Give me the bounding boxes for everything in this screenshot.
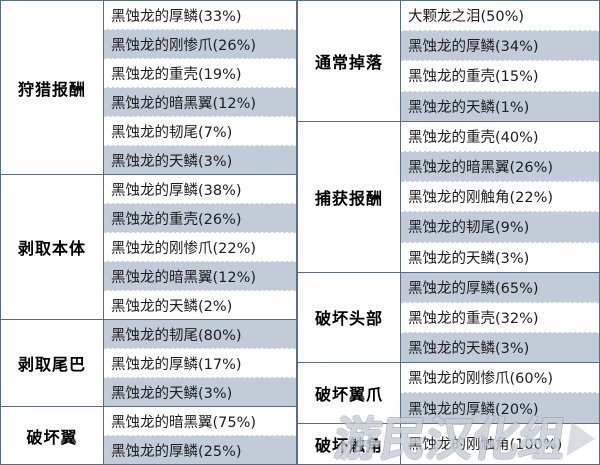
item-row: 黑蚀龙的刚惨爪(22%) bbox=[104, 232, 296, 261]
item-row: 黑蚀龙的重壳(19%) bbox=[104, 58, 296, 87]
item-row: 黑蚀龙的韧尾(9%) bbox=[401, 211, 599, 242]
category-cell: 剥取尾巴 bbox=[1, 320, 104, 406]
item-row: 黑蚀龙的天鳞(3%) bbox=[401, 241, 599, 272]
item-row: 黑蚀龙的重壳(26%) bbox=[104, 203, 296, 232]
items-column: 黑蚀龙的厚鳞(33%) 黑蚀龙的刚惨爪(26%) 黑蚀龙的重壳(19%) 黑蚀龙的暗黑… bbox=[104, 1, 296, 174]
items-column: 黑蚀龙的刚惨爪(60%) 黑蚀龙的厚鳞(20%) bbox=[401, 363, 599, 423]
reward-block: 破坏触角 黑蚀龙的刚触角(100%) bbox=[298, 422, 599, 464]
item-row: 黑蚀龙的重壳(15%) bbox=[401, 60, 599, 91]
item-row: 黑蚀龙的厚鳞(25%) bbox=[104, 435, 296, 464]
drops-table-left: 狩猎报酬 黑蚀龙的厚鳞(33%) 黑蚀龙的刚惨爪(26%) 黑蚀龙的重壳(19%) 黑蚀… bbox=[1, 1, 298, 464]
item-row: 黑蚀龙的刚惨爪(26%) bbox=[104, 29, 296, 58]
category-cell: 通常掉落 bbox=[298, 1, 401, 121]
item-row: 黑蚀龙的厚鳞(20%) bbox=[401, 392, 599, 423]
reward-block: 通常掉落 大颗龙之泪(50%) 黑蚀龙的厚鳞(34%) 黑蚀龙的重壳(15%) 黑蚀龙的… bbox=[298, 1, 599, 121]
item-row: 黑蚀龙的刚惨爪(60%) bbox=[401, 363, 599, 393]
reward-block: 破坏翼 黑蚀龙的暗黑翼(75%) 黑蚀龙的厚鳞(25%) bbox=[1, 406, 296, 464]
items-column: 黑蚀龙的厚鳞(38%) 黑蚀龙的重壳(26%) 黑蚀龙的刚惨爪(22%) 黑蚀龙的暗黑… bbox=[104, 175, 296, 319]
item-row: 黑蚀龙的暗黑翼(12%) bbox=[104, 261, 296, 290]
item-row: 黑蚀龙的重壳(32%) bbox=[401, 301, 599, 333]
item-row: 黑蚀龙的刚触角(100%) bbox=[401, 423, 599, 464]
reward-block: 破坏头部 黑蚀龙的厚鳞(65%) 黑蚀龙的重壳(32%) 黑蚀龙的天鳞(3%) bbox=[298, 271, 599, 363]
drops-table-right: 通常掉落 大颗龙之泪(50%) 黑蚀龙的厚鳞(34%) 黑蚀龙的重壳(15%) 黑蚀龙的… bbox=[298, 1, 599, 464]
item-row: 黑蚀龙的厚鳞(33%) bbox=[104, 1, 296, 29]
category-cell: 破坏头部 bbox=[298, 272, 401, 363]
items-column: 大颗龙之泪(50%) 黑蚀龙的厚鳞(34%) 黑蚀龙的重壳(15%) 黑蚀龙的天鳞(1… bbox=[401, 1, 599, 121]
item-row: 黑蚀龙的厚鳞(38%) bbox=[104, 175, 296, 203]
category-cell: 破坏触角 bbox=[298, 423, 401, 464]
category-cell: 破坏翼 bbox=[1, 407, 104, 464]
item-row: 黑蚀龙的天鳞(2%) bbox=[104, 290, 296, 319]
item-row: 黑蚀龙的重壳(40%) bbox=[401, 121, 599, 151]
items-column: 黑蚀龙的暗黑翼(75%) 黑蚀龙的厚鳞(25%) bbox=[104, 407, 296, 464]
reward-block: 剥取本体 黑蚀龙的厚鳞(38%) 黑蚀龙的重壳(26%) 黑蚀龙的刚惨爪(22%) 黑蚀… bbox=[1, 174, 296, 319]
item-row: 黑蚀龙的厚鳞(17%) bbox=[104, 348, 296, 377]
item-row: 黑蚀龙的暗黑翼(75%) bbox=[104, 407, 296, 435]
items-column: 黑蚀龙的厚鳞(65%) 黑蚀龙的重壳(32%) 黑蚀龙的天鳞(3%) bbox=[401, 272, 599, 363]
item-row: 黑蚀龙的刚触角(22%) bbox=[401, 181, 599, 212]
category-cell: 捕获报酬 bbox=[298, 121, 401, 272]
item-row: 黑蚀龙的暗黑翼(12%) bbox=[104, 87, 296, 116]
reward-block: 剥取尾巴 黑蚀龙的韧尾(80%) 黑蚀龙的厚鳞(17%) 黑蚀龙的天鳞(3%) bbox=[1, 319, 296, 406]
item-row: 黑蚀龙的天鳞(3%) bbox=[104, 145, 296, 174]
item-row: 黑蚀龙的厚鳞(65%) bbox=[401, 272, 599, 302]
item-row: 黑蚀龙的天鳞(3%) bbox=[104, 377, 296, 406]
item-row: 黑蚀龙的韧尾(80%) bbox=[104, 320, 296, 348]
category-cell: 剥取本体 bbox=[1, 175, 104, 319]
item-row: 黑蚀龙的韧尾(7%) bbox=[104, 116, 296, 145]
item-row: 黑蚀龙的厚鳞(34%) bbox=[401, 30, 599, 61]
item-row: 黑蚀龙的暗黑翼(26%) bbox=[401, 150, 599, 182]
item-row: 大颗龙之泪(50%) bbox=[401, 1, 599, 31]
item-row: 黑蚀龙的天鳞(3%) bbox=[401, 332, 599, 363]
item-row: 黑蚀龙的天鳞(1%) bbox=[401, 90, 599, 121]
items-column: 黑蚀龙的韧尾(80%) 黑蚀龙的厚鳞(17%) 黑蚀龙的天鳞(3%) bbox=[104, 320, 296, 406]
reward-block: 狩猎报酬 黑蚀龙的厚鳞(33%) 黑蚀龙的刚惨爪(26%) 黑蚀龙的重壳(19%) 黑蚀… bbox=[1, 1, 296, 174]
items-column: 黑蚀龙的刚触角(100%) bbox=[401, 423, 599, 464]
reward-block: 捕获报酬 黑蚀龙的重壳(40%) 黑蚀龙的暗黑翼(26%) 黑蚀龙的刚触角(22%) 黑… bbox=[298, 120, 599, 272]
category-cell: 狩猎报酬 bbox=[1, 1, 104, 174]
category-cell: 破坏翼爪 bbox=[298, 363, 401, 423]
reward-block: 破坏翼爪 黑蚀龙的刚惨爪(60%) 黑蚀龙的厚鳞(20%) bbox=[298, 362, 599, 423]
items-column: 黑蚀龙的重壳(40%) 黑蚀龙的暗黑翼(26%) 黑蚀龙的刚触角(22%) 黑蚀龙的韧… bbox=[401, 121, 599, 272]
